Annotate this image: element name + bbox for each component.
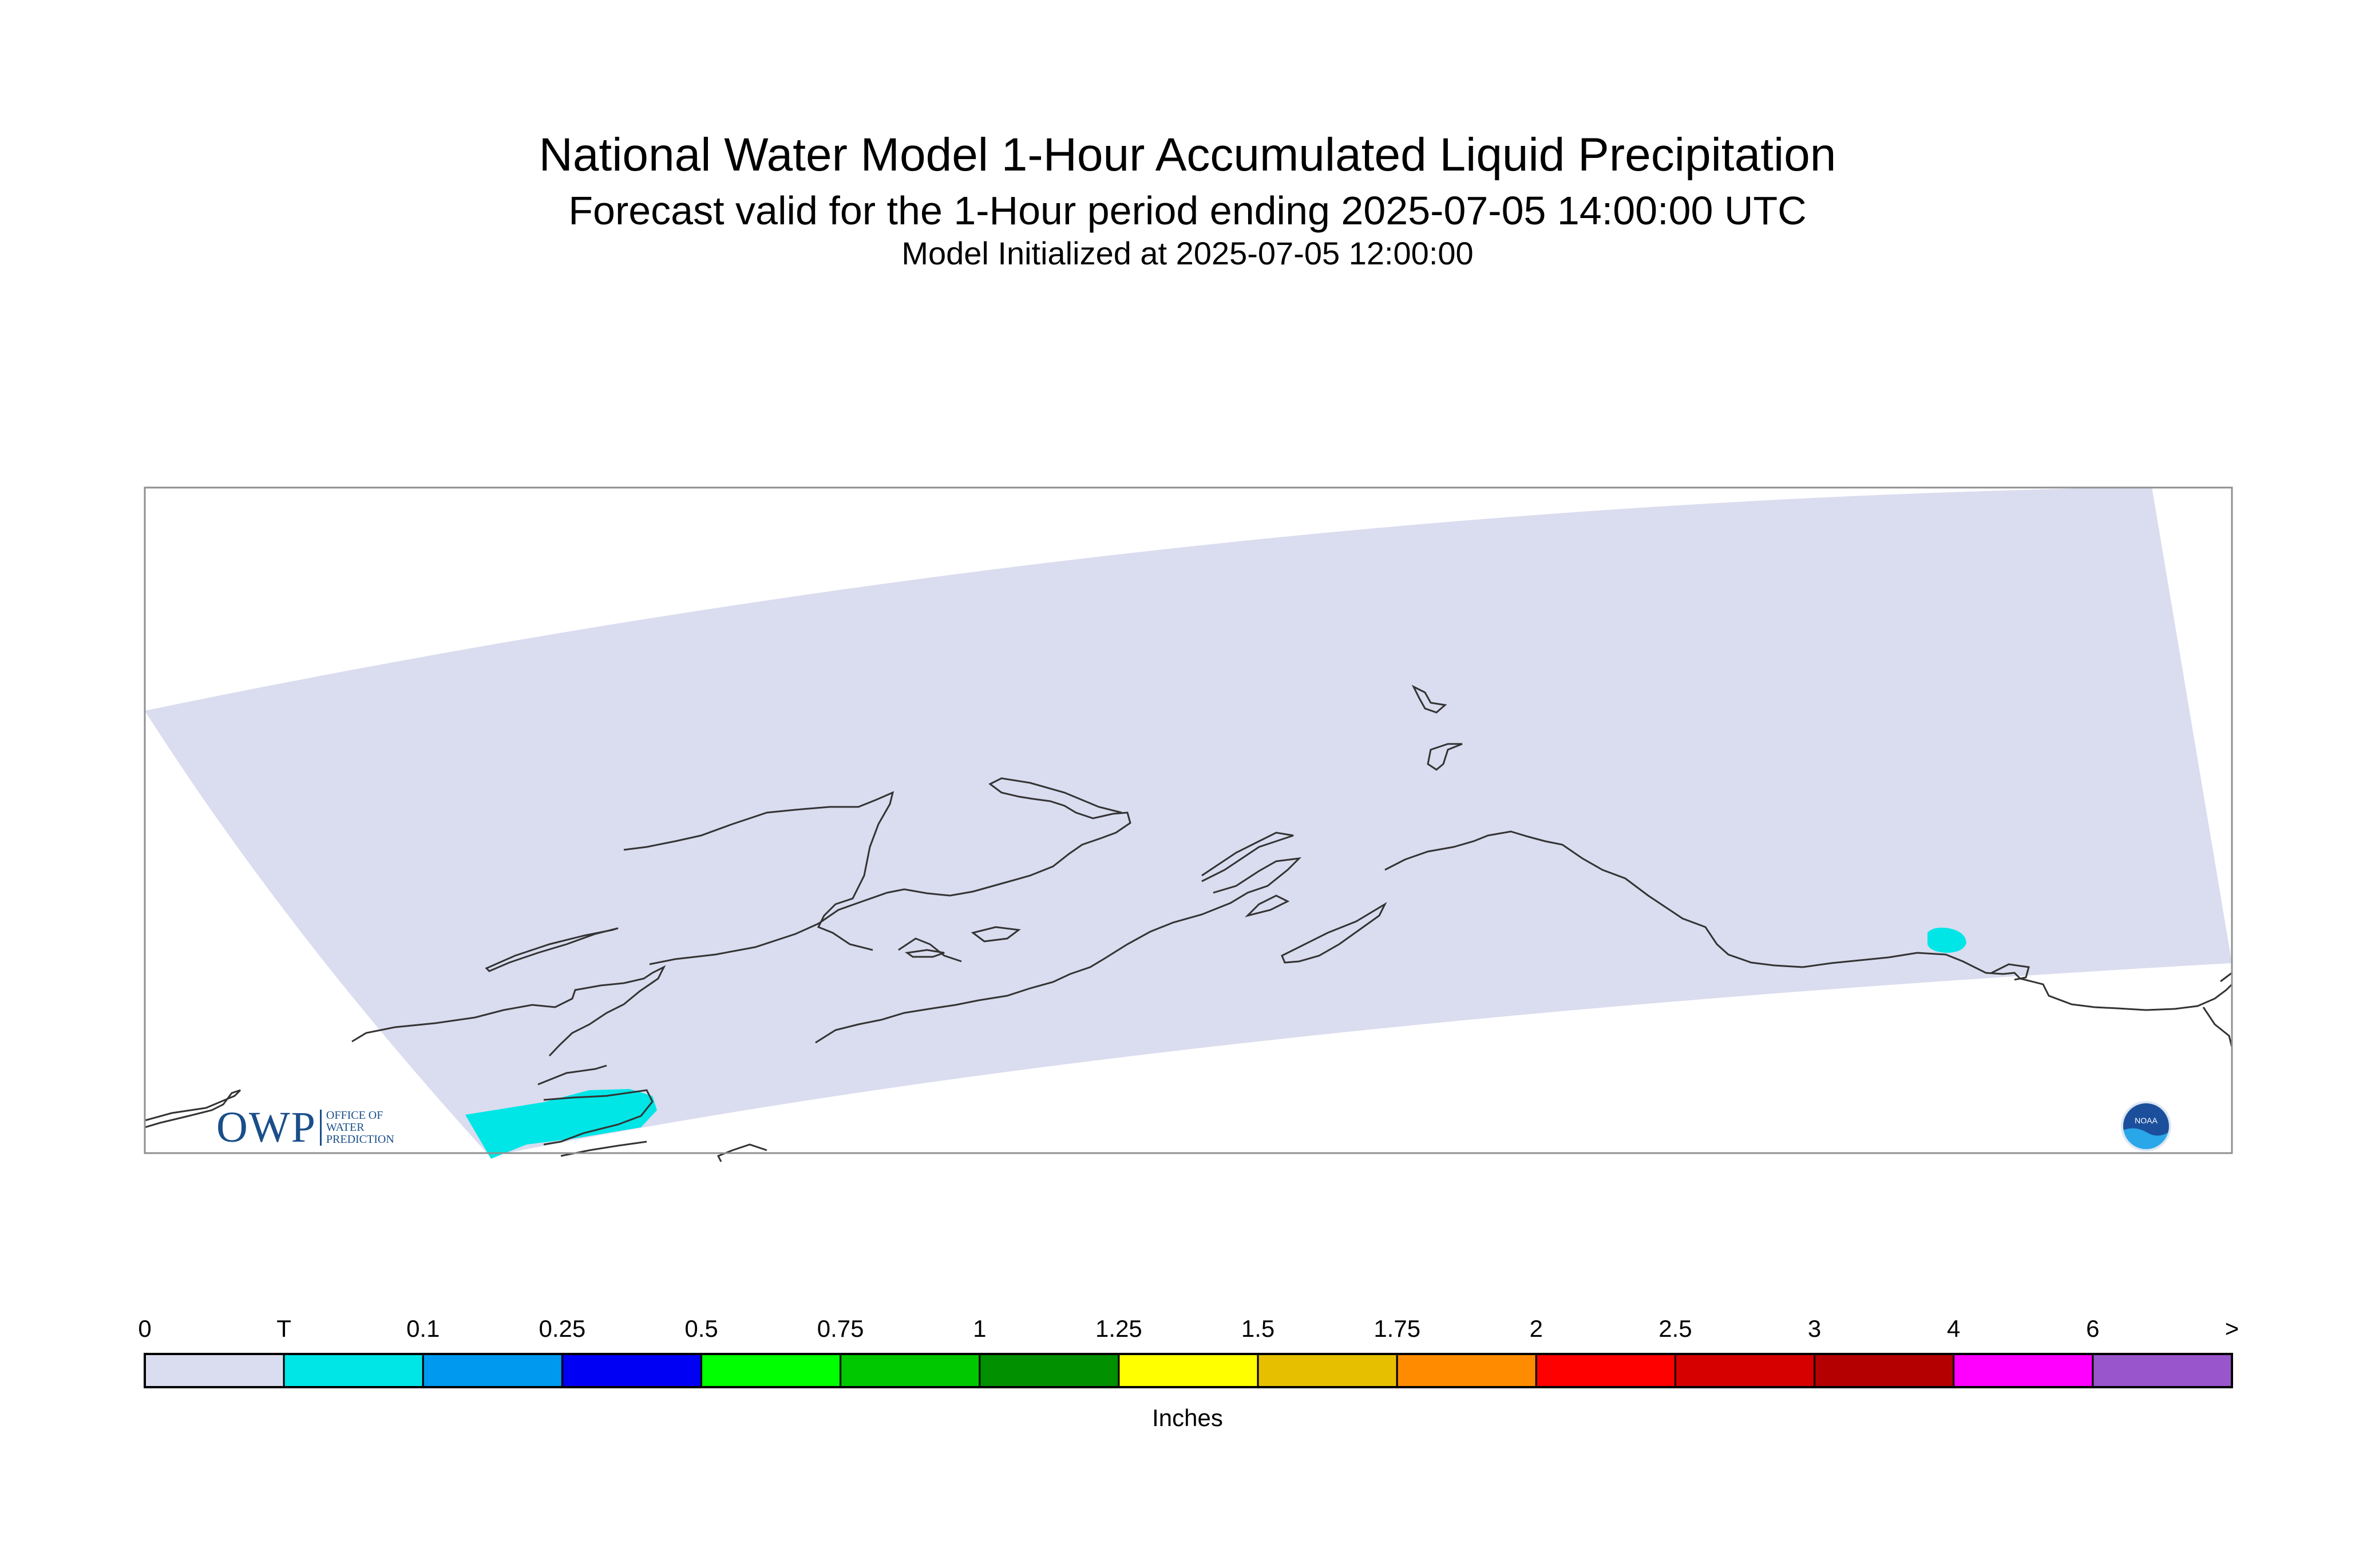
map-frame <box>144 486 2233 1154</box>
colorbar-units: Inches <box>1152 1404 1223 1431</box>
coastline-nunivak-stlawrence <box>485 927 945 972</box>
coastline-aleutian-west <box>144 1064 654 1157</box>
colorbar-tick-label: 3 <box>1807 1315 1822 1342</box>
colorbar-tick-label: 1 <box>973 1315 987 1342</box>
colorbar <box>144 1353 2233 1388</box>
owp-logo-line-2: WATER <box>326 1120 365 1134</box>
coastline-mainland <box>649 777 1131 965</box>
colorbar-swatch <box>1814 1353 1955 1388</box>
coastline-cook-inlet <box>1201 831 1294 917</box>
model-domain <box>145 487 2232 1159</box>
colorbar-tick-label: 2 <box>1529 1315 1543 1342</box>
colorbar-tick-label: 0.25 <box>539 1315 586 1342</box>
coastline-kodiak <box>1281 902 1387 964</box>
colorbar-swatch <box>2092 1353 2233 1388</box>
colorbar-swatch <box>1257 1353 1398 1388</box>
owp-logo-line-3: PREDICTION <box>326 1133 394 1146</box>
colorbar-tick-label: 6 <box>2086 1315 2100 1342</box>
owp-logo-line-1: OFFICE OF <box>326 1108 383 1122</box>
colorbar-tick-label: 1.75 <box>1373 1315 1421 1342</box>
colorbar-swatch <box>979 1353 1120 1388</box>
colorbar-swatch <box>1535 1353 1676 1388</box>
coastline-western-mainland <box>351 965 666 1057</box>
colorbar-swatch <box>1396 1353 1537 1388</box>
coastline-alaska-peninsula <box>815 857 1302 1044</box>
colorbar-swatch <box>1118 1353 1259 1388</box>
owp-logo-mark: OWP <box>216 1103 316 1151</box>
colorbar-tick-label: 2.5 <box>1658 1315 1692 1342</box>
coastline-prince-william-sound <box>1384 830 1803 968</box>
model-init-line: Model Initialized at 2025-07-05 12:00:00 <box>901 235 1474 271</box>
colorbar-swatch <box>283 1353 424 1388</box>
map-title: National Water Model 1-Hour Accumulated … <box>539 129 1836 181</box>
noaa-logo-text: NOAA <box>2135 1116 2158 1125</box>
colorbar-tick-label: 0.5 <box>684 1315 718 1342</box>
colorbar-swatch <box>561 1353 703 1388</box>
colorbar-tick-label: 0 <box>138 1315 152 1342</box>
colorbar-swatch <box>840 1353 981 1388</box>
coastline-norton-sound <box>898 926 1021 963</box>
coastline-bristol-bay <box>623 791 894 951</box>
colorbar-tick-label: 0.1 <box>406 1315 440 1342</box>
colorbar-swatch <box>700 1353 842 1388</box>
coastline-bering-sea-far <box>717 1143 767 1162</box>
colorbar-tick-label: 1.25 <box>1095 1315 1142 1342</box>
colorbar-tick-label: 1.5 <box>1241 1315 1275 1342</box>
map-subtitle: Forecast valid for the 1-Hour period end… <box>568 188 1807 233</box>
colorbar-swatch <box>144 1353 285 1388</box>
colorbar-tick-label: T <box>276 1315 291 1342</box>
coastline-panhandle-islands <box>1991 963 2233 1048</box>
precip-area-southwest <box>465 1089 657 1159</box>
colorbar-swatch <box>1953 1353 2094 1388</box>
coastline-arctic-islands <box>1411 684 1463 771</box>
colorbar-tick-label: 0.75 <box>817 1315 864 1342</box>
colorbar-swatch <box>1674 1353 1816 1388</box>
colorbar-tick-label: 4 <box>1947 1315 1961 1342</box>
owp-logo: OWP OFFICE OF WATER PREDICTION <box>216 1103 394 1151</box>
colorbar-tick-label: > <box>2224 1315 2239 1342</box>
noaa-logo: NOAA <box>2121 1101 2171 1151</box>
owp-logo-text: OFFICE OF WATER PREDICTION <box>319 1108 394 1146</box>
colorbar-outline <box>144 1353 2233 1388</box>
coastlines <box>144 684 2233 1162</box>
precip-area-southeast <box>1927 928 1966 953</box>
coastline-southeast <box>1802 952 2233 1011</box>
colorbar-swatch <box>422 1353 563 1388</box>
